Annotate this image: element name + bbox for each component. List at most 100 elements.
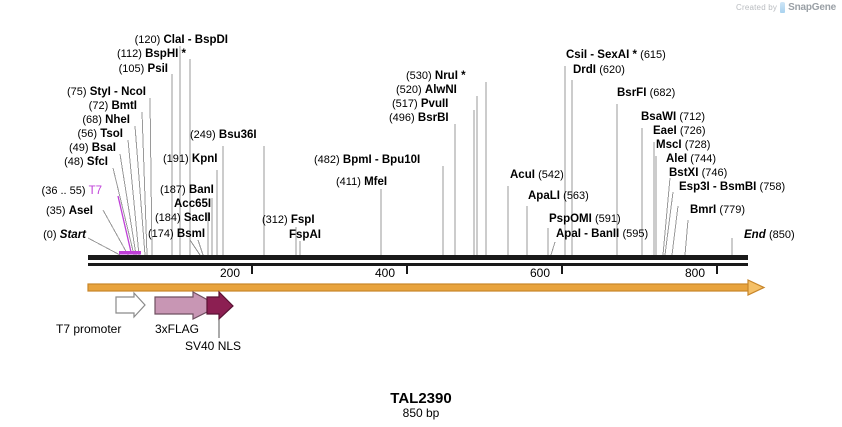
enzyme-label[interactable]: (120) ClaI - BspDI: [48, 34, 228, 47]
enzyme-label[interactable]: ApaI - BanII (595): [556, 228, 649, 241]
leader-line: [189, 239, 201, 256]
enzyme-position: (779): [719, 204, 746, 216]
enzyme-label[interactable]: (530) NruI *: [406, 70, 466, 83]
enzyme-label[interactable]: BmrI (779): [690, 204, 746, 217]
enzyme-label[interactable]: MscI (728): [656, 139, 711, 152]
enzyme-label[interactable]: DrdI (620): [573, 64, 625, 77]
enzyme-label[interactable]: (191) KpnI: [163, 153, 217, 166]
enzyme-name: NruI *: [434, 70, 466, 82]
enzyme-label[interactable]: (105) PsiI: [48, 63, 168, 76]
enzyme-label[interactable]: (72) BmtI: [20, 100, 137, 113]
feature-label-3xflag[interactable]: 3xFLAG: [155, 322, 200, 336]
enzyme-position: (728): [684, 139, 711, 151]
start-position: (0): [43, 229, 57, 241]
feature-label-sv40-nls[interactable]: SV40 NLS: [185, 339, 242, 353]
leader-line: [119, 153, 137, 256]
enzyme-label[interactable]: (482) BpmI - Bpu10I: [314, 154, 420, 167]
enzyme-label[interactable]: (68) NheI: [20, 114, 130, 127]
enzyme-position: (520): [396, 84, 422, 96]
enzyme-position: (191): [163, 153, 189, 165]
leader-line: [87, 237, 121, 256]
enzyme-label[interactable]: Esp3I - BsmBI (758): [679, 181, 785, 194]
enzyme-label[interactable]: BstXI (746): [669, 167, 728, 180]
enzyme-name: PspOMI: [549, 213, 592, 225]
enzyme-label[interactable]: CsiI - SexAI * (615): [566, 49, 666, 62]
enzyme-position: (682): [649, 87, 676, 99]
enzyme-label[interactable]: BsrFI (682): [617, 87, 676, 100]
leader-line: [102, 209, 129, 256]
enzyme-label[interactable]: PspOMI (591): [549, 213, 621, 226]
enzyme-position: (712): [679, 111, 706, 123]
snapgene-logo-icon: [780, 2, 786, 13]
enzyme-name: ApaI - BanII: [556, 228, 620, 240]
enzyme-label[interactable]: (249) Bsu36I: [190, 129, 257, 142]
sequence-bar-lower[interactable]: [88, 263, 748, 266]
ruler-tick: [716, 265, 718, 274]
enzyme-label[interactable]: BsaWI (712): [641, 111, 706, 124]
enzyme-label[interactable]: (411) MfeI: [336, 176, 387, 189]
leader-line: [671, 205, 679, 256]
enzyme-label[interactable]: (520) AlwNI: [396, 84, 457, 97]
enzyme-label[interactable]: (49) BsaI: [20, 142, 116, 155]
feature-range: (36 .. 55): [41, 185, 86, 197]
enzyme-name: BsmI: [176, 228, 206, 240]
enzyme-label[interactable]: (174) BsmI: [148, 228, 206, 241]
enzyme-label[interactable]: AleI (744): [666, 153, 716, 166]
enzyme-position: (563): [563, 190, 589, 202]
end-position: (850): [768, 229, 795, 241]
leader-line: [684, 219, 689, 256]
enzyme-name: StyI - NcoI: [89, 86, 146, 98]
start-text: Start: [59, 229, 86, 241]
enzyme-position: (595): [622, 228, 649, 240]
enzyme-name: AcuI: [510, 169, 535, 181]
enzyme-label[interactable]: AcuI (542): [510, 169, 564, 182]
start-label[interactable]: (0) Start: [14, 229, 86, 242]
enzyme-position: (530): [406, 70, 432, 82]
enzyme-name: PsiI: [147, 63, 168, 75]
enzyme-label[interactable]: (496) BsrBI: [389, 112, 449, 125]
feature-arrow-sv40-nls: [206, 290, 234, 321]
ruler-tick: [406, 265, 408, 274]
enzyme-name: DrdI: [573, 64, 596, 76]
enzyme-label[interactable]: Acc65I: [174, 198, 211, 211]
enzyme-position: (49): [68, 142, 89, 154]
enzyme-name: FspAI: [289, 229, 321, 241]
end-label[interactable]: End (850): [744, 229, 795, 242]
enzyme-label[interactable]: (56) TsoI: [20, 128, 123, 141]
feature-label-t7-promoter[interactable]: T7 promoter: [56, 322, 122, 336]
feature-arrow-3xflag: [154, 290, 221, 320]
enzyme-label[interactable]: (517) PvuII: [392, 98, 448, 111]
enzyme-name: BsrBI: [417, 112, 449, 124]
enzyme-position: (72): [88, 100, 109, 112]
enzyme-label[interactable]: (187) BanI: [160, 184, 214, 197]
sequence-bar-upper[interactable]: [88, 255, 748, 260]
enzyme-label[interactable]: (75) StyI - NcoI: [20, 86, 146, 99]
enzyme-label[interactable]: FspAI: [289, 229, 321, 242]
enzyme-name: AseI: [68, 205, 93, 217]
enzyme-label[interactable]: ApaLI (563): [528, 190, 589, 203]
enzyme-position: (112): [117, 48, 142, 60]
enzyme-position: (48): [64, 156, 84, 168]
enzyme-label[interactable]: (48) SfcI: [20, 156, 108, 169]
ruler-tick: [561, 265, 563, 274]
enzyme-position: (68): [82, 114, 102, 126]
enzyme-position: (496): [389, 112, 415, 124]
enzyme-label-t7[interactable]: (36 .. 55) T7: [10, 185, 102, 198]
enzyme-name: BstXI: [669, 167, 699, 179]
enzyme-name: TsoI: [100, 128, 123, 140]
watermark-prefix: Created by: [736, 3, 778, 12]
enzyme-position: (746): [701, 167, 728, 179]
ruler-tick-label: 800: [685, 266, 706, 280]
snapgene-watermark: Created by SnapGene: [736, 2, 836, 13]
enzyme-name: Bsu36I: [218, 129, 257, 141]
enzyme-label[interactable]: (184) SacII: [155, 212, 211, 225]
enzyme-position: (249): [190, 129, 216, 141]
enzyme-position: (620): [599, 64, 625, 76]
enzyme-label[interactable]: (35) AseI: [20, 205, 93, 218]
enzyme-label[interactable]: EaeI (726): [653, 125, 706, 138]
enzyme-name: BsrFI: [617, 87, 647, 99]
feature-arrow-t7-promoter: [115, 291, 146, 319]
enzyme-label[interactable]: (312) FspI: [262, 214, 315, 227]
enzyme-label[interactable]: (112) BspHI *: [48, 48, 186, 61]
